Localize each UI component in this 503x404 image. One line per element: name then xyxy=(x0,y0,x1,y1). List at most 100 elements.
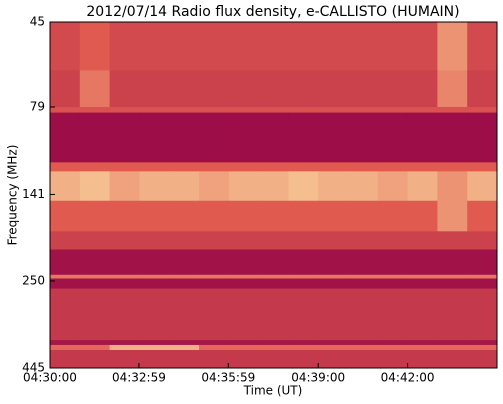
heatmap-cell xyxy=(79,70,111,108)
heatmap-cell xyxy=(407,274,438,279)
heatmap-cell xyxy=(288,278,319,290)
heatmap-cell xyxy=(377,350,409,369)
heatmap-cell xyxy=(258,200,289,232)
heatmap-cell xyxy=(258,112,289,163)
heatmap-cell xyxy=(169,350,200,369)
heatmap-cell xyxy=(467,350,498,369)
heatmap-cell xyxy=(467,171,498,202)
heatmap-cell xyxy=(467,22,498,71)
heatmap-cell xyxy=(288,162,319,172)
heatmap-cell xyxy=(348,249,379,276)
heatmap-cell xyxy=(258,278,289,290)
heatmap-cell xyxy=(437,171,468,202)
heatmap-cell xyxy=(169,22,200,71)
heatmap-cell xyxy=(407,350,438,369)
heatmap-cell xyxy=(318,106,349,114)
heatmap-cell xyxy=(50,278,81,290)
heatmap-cell xyxy=(199,350,230,369)
heatmap-cell xyxy=(139,162,170,172)
heatmap-cell xyxy=(139,171,170,202)
heatmap-cell xyxy=(467,288,498,341)
heatmap-cell xyxy=(109,231,140,250)
heatmap-cell xyxy=(318,171,349,202)
heatmap-cell xyxy=(50,200,81,232)
heatmap-cell xyxy=(139,278,170,290)
heatmap-cell xyxy=(467,112,498,163)
heatmap-cell xyxy=(348,112,379,163)
heatmap-cell xyxy=(407,344,438,351)
heatmap-cell xyxy=(169,274,200,279)
heatmap-cell xyxy=(288,249,319,276)
heatmap-cell xyxy=(139,106,170,114)
heatmap-cell xyxy=(318,22,349,71)
heatmap-cell xyxy=(228,340,260,346)
heatmap-cell xyxy=(407,171,438,202)
heatmap-cell xyxy=(199,200,230,232)
heatmap-cell xyxy=(199,278,230,290)
heatmap-cell xyxy=(50,171,81,202)
heatmap-cell xyxy=(50,350,81,369)
heatmap-cell xyxy=(288,70,319,108)
heatmap xyxy=(50,22,498,369)
heatmap-cell xyxy=(50,344,81,351)
heatmap-cell xyxy=(199,70,230,108)
heatmap-cell xyxy=(139,344,170,351)
heatmap-cell xyxy=(288,200,319,232)
heatmap-cell xyxy=(79,112,111,163)
heatmap-cell xyxy=(288,274,319,279)
heatmap-cell xyxy=(79,288,111,341)
heatmap-cell xyxy=(199,22,230,71)
heatmap-cell xyxy=(109,249,140,276)
heatmap-cell xyxy=(139,22,170,71)
chart-title: 2012/07/14 Radio flux density, e-CALLIST… xyxy=(86,4,459,20)
heatmap-cell xyxy=(288,340,319,346)
heatmap-cell xyxy=(348,350,379,369)
heatmap-cell xyxy=(50,249,81,276)
heatmap-cell xyxy=(288,112,319,163)
heatmap-cell xyxy=(377,340,409,346)
heatmap-cell xyxy=(139,288,170,341)
heatmap-cell xyxy=(258,106,289,114)
y-tick-label: 79 xyxy=(30,99,45,113)
heatmap-cell xyxy=(377,200,409,232)
heatmap-cell xyxy=(258,350,289,369)
heatmap-cell xyxy=(318,249,349,276)
heatmap-cell xyxy=(228,231,260,250)
heatmap-cell xyxy=(228,350,260,369)
heatmap-cell xyxy=(228,278,260,290)
heatmap-cell xyxy=(79,231,111,250)
heatmap-cell xyxy=(348,22,379,71)
heatmap-cell xyxy=(377,162,409,172)
heatmap-cell xyxy=(228,22,260,71)
heatmap-cell xyxy=(50,231,81,250)
heatmap-cell xyxy=(228,288,260,341)
heatmap-cell xyxy=(228,200,260,232)
heatmap-cell xyxy=(139,350,170,369)
heatmap-cell xyxy=(318,70,349,108)
heatmap-cell xyxy=(407,288,438,341)
heatmap-cell xyxy=(437,278,468,290)
heatmap-cell xyxy=(377,288,409,341)
heatmap-cell xyxy=(109,344,140,351)
heatmap-cell xyxy=(50,106,81,114)
heatmap-cell xyxy=(258,70,289,108)
heatmap-cell xyxy=(288,22,319,71)
y-tick-label: 250 xyxy=(22,273,45,287)
heatmap-cell xyxy=(407,278,438,290)
heatmap-cell xyxy=(437,162,468,172)
heatmap-cell xyxy=(169,231,200,250)
heatmap-cell xyxy=(139,340,170,346)
y-tick-label: 445 xyxy=(22,361,45,375)
heatmap-cell xyxy=(109,278,140,290)
heatmap-cell xyxy=(139,274,170,279)
heatmap-cell xyxy=(258,162,289,172)
heatmap-cell xyxy=(437,106,468,114)
heatmap-cell xyxy=(79,171,111,202)
heatmap-cell xyxy=(467,249,498,276)
heatmap-cell xyxy=(467,278,498,290)
heatmap-cell xyxy=(258,249,289,276)
heatmap-cell xyxy=(109,171,140,202)
x-tick-label: 04:35:59 xyxy=(201,371,255,385)
heatmap-cell xyxy=(199,171,230,202)
heatmap-cell xyxy=(258,22,289,71)
